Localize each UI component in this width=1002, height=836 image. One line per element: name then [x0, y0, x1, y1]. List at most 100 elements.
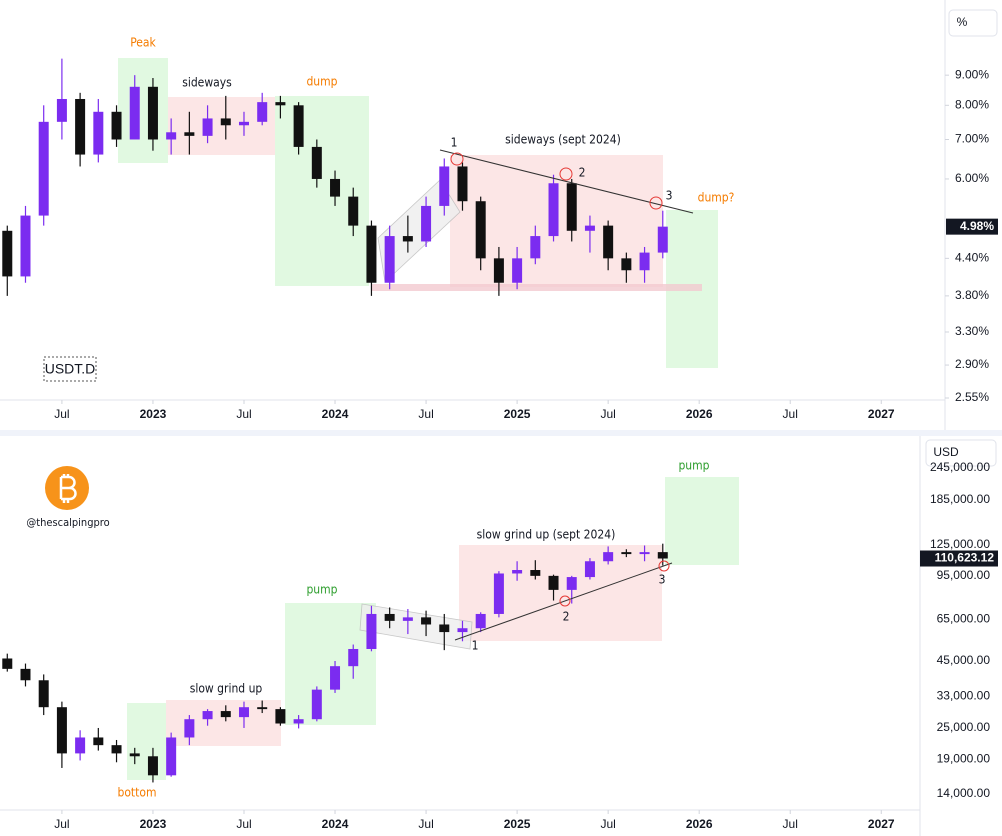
zone [127, 703, 166, 780]
x-tick-label: 2027 [868, 407, 895, 421]
candle-body [275, 709, 286, 724]
candle-body [311, 146, 322, 179]
candle-body [93, 737, 104, 746]
candle-body [512, 570, 523, 574]
x-tick-label: 2025 [504, 817, 531, 831]
candle-body [475, 201, 486, 259]
touch-marker [649, 196, 663, 210]
candle-body [38, 680, 49, 708]
x-tick-label: 2023 [140, 407, 167, 421]
annotation: sideways (sept 2024) [505, 133, 621, 147]
annotation: dump [306, 75, 337, 89]
x-tick-label: Jul [236, 407, 251, 421]
candle-body [348, 648, 359, 667]
candle-body [238, 707, 249, 718]
candle-body [530, 236, 541, 259]
y-tick-label: 2.55% [955, 390, 989, 404]
support-band [372, 284, 702, 291]
candle-body [75, 737, 86, 754]
candle-body [202, 711, 213, 720]
candle-body [366, 613, 377, 649]
candle-body [621, 258, 632, 271]
candle-body [548, 575, 559, 590]
candle-body [147, 756, 158, 776]
candle-body [439, 166, 450, 206]
candle-body [293, 105, 304, 147]
annotation: 3 [659, 573, 666, 587]
x-tick-label: Jul [600, 407, 615, 421]
last-price-box [946, 218, 998, 235]
x-tick-label: Jul [418, 817, 433, 831]
unit-box[interactable] [925, 439, 997, 467]
x-tick-label: Jul [236, 817, 251, 831]
candle-body [621, 552, 632, 555]
zone [118, 58, 168, 163]
touch-marker [450, 152, 464, 166]
annotation: Peak [130, 36, 156, 50]
candle-body [275, 102, 286, 106]
candle-body [129, 86, 140, 140]
candle-body [2, 230, 13, 277]
candle-body [366, 225, 377, 283]
zone [168, 97, 275, 155]
annotation: 1 [451, 136, 458, 150]
candle-body [384, 236, 395, 283]
annotation: pump [306, 583, 337, 597]
candle-body [220, 711, 231, 718]
y-tick-label: 33,000.00 [937, 689, 991, 703]
annotation: 2 [579, 166, 586, 180]
unit-box[interactable] [948, 9, 998, 37]
chart-title: USDT.D [45, 361, 96, 377]
candle-body [457, 628, 468, 633]
candle-body [657, 552, 668, 559]
annotation: slow grind up (sept 2024) [477, 528, 616, 542]
zone [166, 700, 281, 746]
candle-body [566, 577, 577, 590]
candle-body [493, 573, 504, 614]
candle-body [402, 617, 413, 621]
x-tick-label: 2024 [322, 817, 349, 831]
y-tick-label: 14,000.00 [937, 786, 991, 800]
candle-body [512, 258, 523, 283]
candle-body [111, 111, 122, 140]
candle-body [166, 737, 177, 776]
annotation: bottom [117, 786, 156, 800]
touch-marker [559, 595, 571, 607]
x-tick-label: Jul [600, 817, 615, 831]
candle-body [639, 552, 650, 555]
candle-body [348, 196, 359, 226]
candle-body [111, 745, 122, 754]
y-tick-label: 245,000.00 [930, 460, 990, 474]
candle-body [56, 98, 67, 122]
candle-body [439, 624, 450, 633]
candle-body [457, 166, 468, 202]
x-tick-label: 2024 [322, 407, 349, 421]
y-tick-label: 9.00% [955, 67, 989, 81]
y-tick-label: 3.80% [955, 288, 989, 302]
candle-body [293, 719, 304, 724]
trend-line [439, 149, 694, 214]
zone [459, 545, 662, 641]
candle-body [56, 707, 67, 754]
candle-body [220, 118, 231, 126]
candle-body [421, 617, 432, 625]
candle-body [657, 226, 668, 253]
bitcoin-glyph [59, 474, 77, 503]
x-tick-label: Jul [783, 817, 798, 831]
last-price-label: 110,623.12 [935, 551, 995, 565]
candle-body [93, 111, 104, 155]
candle-body [493, 258, 504, 283]
y-tick-label: 19,000.00 [937, 751, 991, 765]
zone [665, 477, 739, 565]
y-tick-label: 3.30% [955, 324, 989, 338]
x-tick-label: 2023 [140, 817, 167, 831]
candle-body [530, 570, 541, 576]
annotation: 1 [472, 639, 479, 653]
y-tick-label: 4.40% [955, 251, 989, 265]
candle-body [475, 613, 486, 629]
annotation: 3 [666, 189, 673, 203]
y-tick-label: 185,000.00 [930, 492, 990, 506]
y-tick-label: 95,000.00 [937, 568, 991, 582]
